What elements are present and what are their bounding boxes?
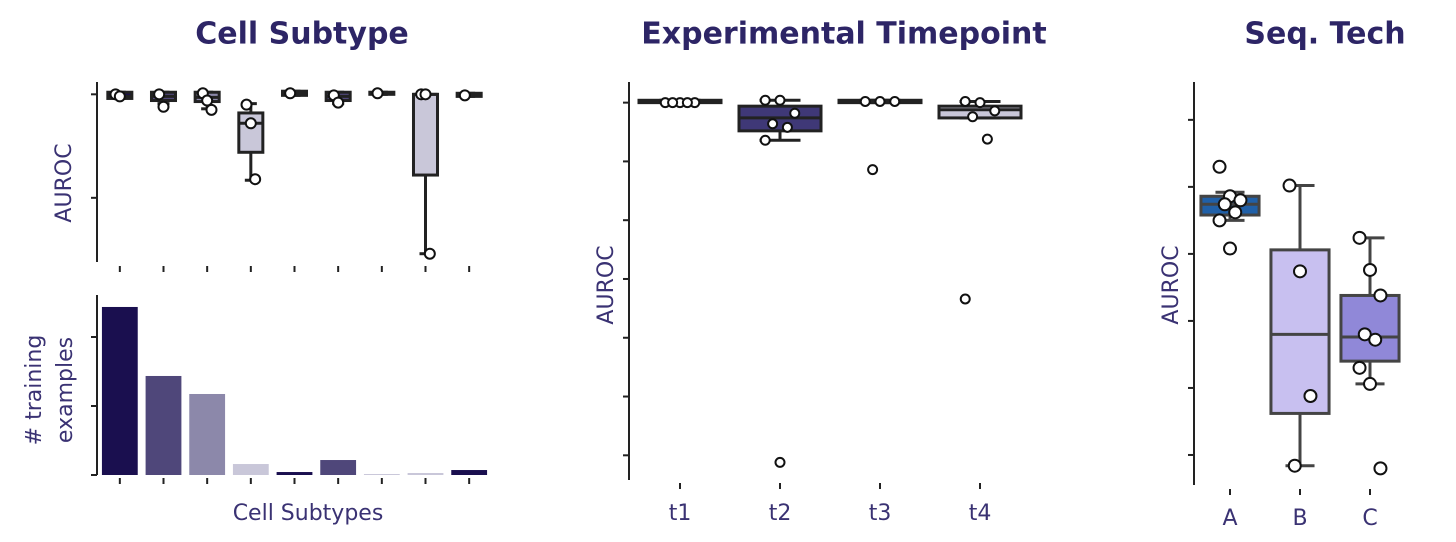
data-point: [1293, 264, 1307, 279]
data-point: [371, 87, 384, 100]
data-point: [458, 89, 471, 102]
y-axis-label: AUROC: [594, 245, 619, 324]
data-point: [1228, 205, 1243, 220]
data-point: [759, 94, 771, 106]
box: [1339, 293, 1401, 363]
data-point: [423, 247, 436, 260]
x-tick-label: t3: [869, 501, 892, 526]
data-point: [1352, 230, 1367, 245]
data-point: [205, 103, 218, 116]
data-point: [967, 111, 979, 123]
data-point: [1287, 458, 1302, 473]
x-tick-label: A: [1222, 506, 1237, 531]
data-point: [767, 118, 779, 130]
chart-title: Cell Subtype: [195, 17, 409, 52]
data-point: [1233, 193, 1248, 208]
chart-title: Experimental Timepoint: [641, 17, 1046, 52]
x-tick-label: t1: [669, 501, 692, 526]
data-point: [1212, 213, 1227, 228]
data-point: [759, 134, 771, 146]
data-point: [874, 95, 886, 107]
data-point: [774, 94, 786, 106]
data-point: [1282, 178, 1297, 193]
data-point: [1368, 332, 1383, 347]
bar: [407, 472, 444, 475]
bar: [189, 393, 226, 475]
data-point: [981, 133, 993, 145]
data-point: [974, 97, 986, 109]
data-point: [240, 98, 253, 111]
bar: [232, 464, 269, 475]
data-point: [1212, 159, 1227, 174]
data-point: [249, 173, 262, 186]
data-point: [959, 95, 971, 107]
data-point: [157, 100, 170, 113]
data-point: [1373, 288, 1388, 303]
data-point: [113, 90, 126, 103]
x-tick-label: t4: [969, 501, 992, 526]
data-point: [859, 95, 871, 107]
data-point: [889, 95, 901, 107]
bar: [363, 474, 400, 475]
data-point: [959, 293, 971, 305]
data-point: [284, 87, 297, 100]
bar: [276, 472, 313, 475]
chart-title: Seq. Tech: [1244, 17, 1405, 52]
y-axis-label: AUROC: [1159, 245, 1184, 324]
data-point: [781, 121, 793, 133]
data-point: [1363, 376, 1377, 391]
box: [411, 92, 440, 177]
y-axis-label: # training: [22, 335, 47, 446]
x-tick-label: C: [1362, 506, 1377, 531]
data-point: [681, 97, 693, 109]
data-point: [201, 94, 214, 107]
x-axis-label: Cell Subtypes: [233, 501, 384, 526]
data-point: [1363, 262, 1377, 277]
bar: [451, 470, 488, 475]
data-point: [153, 88, 166, 101]
bar: [101, 306, 138, 475]
x-tick-label: B: [1292, 506, 1307, 531]
data-point: [1217, 197, 1232, 212]
bar: [145, 375, 182, 475]
data-point: [1223, 241, 1237, 256]
data-point: [244, 117, 257, 130]
data-point: [419, 88, 432, 101]
y-axis-label: examples: [53, 337, 78, 443]
data-point: [867, 164, 879, 176]
bar: [320, 460, 357, 475]
data-point: [989, 105, 1001, 117]
data-point: [789, 107, 801, 119]
y-axis-label: AUROC: [52, 143, 77, 222]
data-point: [774, 456, 786, 468]
data-point: [1352, 360, 1367, 375]
data-point: [332, 96, 345, 109]
data-point: [667, 97, 679, 109]
x-tick-label: t2: [769, 501, 792, 526]
data-point: [1373, 461, 1388, 476]
data-point: [1303, 388, 1318, 403]
